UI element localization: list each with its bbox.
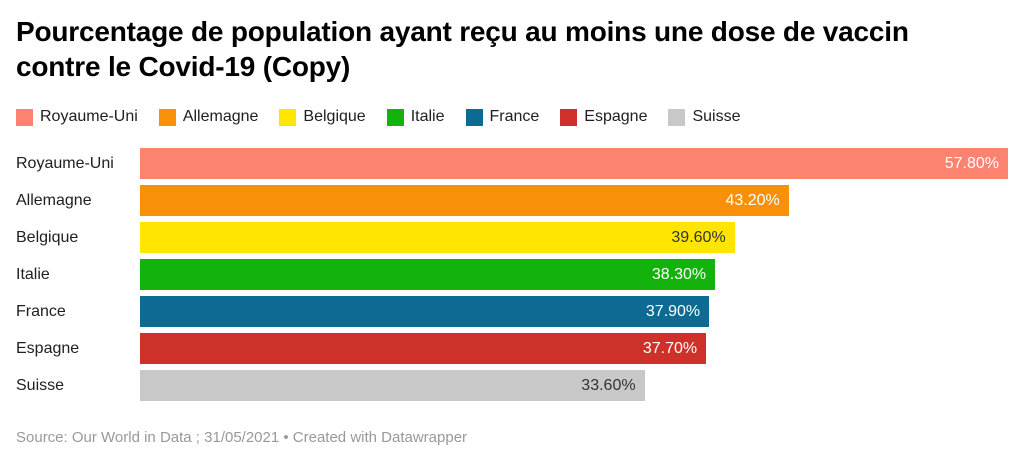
category-label: Italie — [16, 265, 50, 283]
category-label: Royaume-Uni — [16, 154, 114, 172]
legend-item: Royaume-Uni — [16, 108, 138, 126]
bar-track: 43.20% — [140, 185, 1008, 216]
legend-item: Belgique — [279, 108, 366, 126]
legend-item: Italie — [386, 108, 445, 126]
legend-label: Royaume-Uni — [40, 108, 138, 125]
bar-track: 39.60% — [140, 222, 1008, 253]
legend-swatch — [16, 108, 33, 126]
legend-label: Allemagne — [182, 108, 259, 125]
bar: 37.70% — [140, 333, 707, 364]
legend-swatch — [386, 108, 404, 126]
bar-row: Italie 38.30% — [16, 259, 1008, 290]
legend-label: France — [489, 108, 540, 125]
legend-item: Suisse — [668, 108, 741, 126]
legend-label: Suisse — [692, 108, 741, 125]
bar: 37.90% — [140, 296, 710, 327]
bar-chart: Royaume-Uni 57.80% Allemagne 43.20% Belg… — [16, 148, 1008, 401]
legend-swatch — [158, 108, 176, 126]
bar: 33.60% — [140, 370, 645, 401]
legend-item: Allemagne — [158, 108, 259, 126]
category-label: Suisse — [16, 376, 65, 394]
category-label: Belgique — [16, 228, 79, 246]
legend-swatch — [465, 108, 483, 126]
legend-label: Espagne — [584, 108, 648, 125]
bar-track: 33.60% — [140, 370, 1008, 401]
bar-value-label: 38.30% — [651, 265, 707, 283]
source-attribution: Source: Our World in Data ; 31/05/2021 •… — [16, 429, 468, 446]
bar: 39.60% — [140, 222, 735, 253]
legend-swatch — [279, 108, 297, 126]
bar-row: Belgique 39.60% — [16, 222, 1008, 253]
bar-track: 57.80% — [140, 148, 1008, 179]
bar: 43.20% — [140, 185, 789, 216]
legend-item: Espagne — [560, 108, 647, 126]
bar: 57.80% — [140, 148, 1008, 179]
legend: Royaume-Uni Allemagne Belgique Italie Fr… — [16, 108, 1008, 126]
legend-swatch — [560, 108, 578, 126]
bar-row: Royaume-Uni 57.80% — [16, 148, 1008, 179]
chart-title: Pourcentage de population ayant reçu au … — [16, 16, 909, 82]
category-label: Allemagne — [16, 191, 92, 209]
bar-track: 38.30% — [140, 259, 1008, 290]
bar-row: Suisse 33.60% — [16, 370, 1008, 401]
bar-row: Espagne 37.70% — [16, 333, 1008, 364]
bar-value-label: 43.20% — [725, 191, 780, 209]
legend-label: Belgique — [303, 108, 366, 125]
bar: 38.30% — [140, 259, 716, 290]
legend-label: Italie — [410, 108, 445, 125]
bar-track: 37.70% — [140, 333, 1008, 364]
bar-row: France 37.90% — [16, 296, 1008, 327]
category-label: Espagne — [16, 339, 80, 357]
category-label: France — [16, 302, 66, 320]
bar-value-label: 33.60% — [581, 376, 636, 394]
bar-track: 37.90% — [140, 296, 1008, 327]
bar-value-label: 39.60% — [671, 228, 726, 246]
bar-row: Allemagne 43.20% — [16, 185, 1008, 216]
legend-item: France — [465, 108, 540, 126]
bar-value-label: 37.90% — [645, 302, 701, 320]
legend-swatch — [668, 108, 686, 126]
bar-value-label: 57.80% — [944, 154, 999, 172]
bar-value-label: 37.70% — [642, 339, 698, 357]
